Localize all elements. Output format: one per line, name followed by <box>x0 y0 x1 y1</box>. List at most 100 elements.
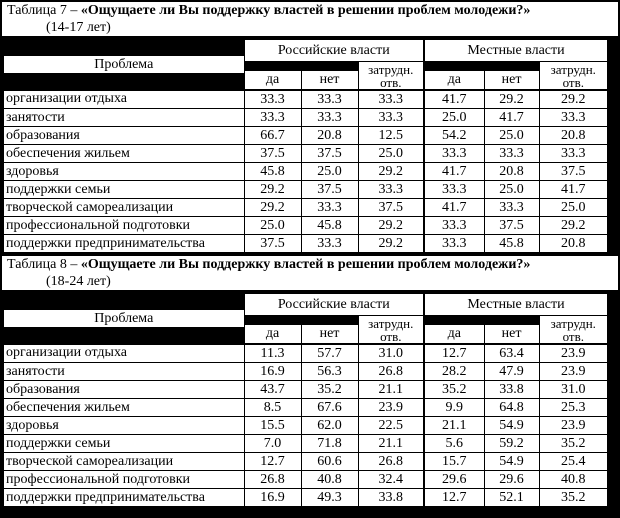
table8-title-main: «Ощущаете ли Вы поддержку властей в реше… <box>80 257 531 272</box>
table7-title: Таблица 7 – «Ощущаете ли Вы поддержку вл… <box>2 2 618 19</box>
table-row: образования 43.7 35.2 21.1 35.2 33.8 31.0 <box>2 380 609 399</box>
table-row: занятости 16.9 56.3 26.8 28.2 47.9 23.9 <box>2 362 609 381</box>
table7: Проблема Российские власти Местные власт… <box>2 38 610 254</box>
value-cell: 33.3 <box>357 180 425 199</box>
value-cell: 37.5 <box>243 144 302 163</box>
value-cell: 33.3 <box>423 144 485 163</box>
value-cell: 41.7 <box>423 162 485 181</box>
value-cell: 23.9 <box>538 343 609 363</box>
value-cell: 29.2 <box>538 216 609 235</box>
value-cell: 63.4 <box>483 343 540 363</box>
col-header-yes: да <box>423 61 485 91</box>
value-cell: 33.3 <box>300 89 359 109</box>
value-cell: 49.3 <box>300 488 359 508</box>
value-cell: 23.9 <box>357 398 425 417</box>
value-cell: 12.7 <box>423 488 485 508</box>
table-row: поддержки предпринимательства 37.5 33.3 29.… <box>2 234 609 254</box>
problem-label: профессиональной подготовки <box>2 216 245 235</box>
value-cell: 29.2 <box>483 89 540 109</box>
value-cell: 33.3 <box>538 108 609 127</box>
problem-label: образования <box>2 380 245 399</box>
value-cell: 20.8 <box>483 162 540 181</box>
value-cell: 47.9 <box>483 362 540 381</box>
value-cell: 12.7 <box>423 343 485 363</box>
value-cell: 54.2 <box>423 126 485 145</box>
problem-label: обеспечения жильем <box>2 144 245 163</box>
value-cell: 21.1 <box>357 380 425 399</box>
table8-body: организации отдыха 11.3 57.7 31.0 12.7 63.4 23… <box>2 343 609 508</box>
value-cell: 29.6 <box>423 470 485 489</box>
problem-label: поддержки семьи <box>2 180 245 199</box>
table8-subheader-row: да нет затрудн. отв. да нет затрудн. отв. <box>3 315 609 345</box>
col-header-undecided: затрудн. отв. <box>357 315 425 345</box>
value-cell: 26.8 <box>357 362 425 381</box>
col-header-no: нет <box>483 61 540 91</box>
value-cell: 33.3 <box>423 180 485 199</box>
value-cell: 41.7 <box>538 180 609 199</box>
value-cell: 33.3 <box>243 108 302 127</box>
col-header-no: нет <box>300 315 359 345</box>
value-cell: 37.5 <box>357 198 425 217</box>
table8-title: Таблица 8 – «Ощущаете ли Вы поддержку вл… <box>2 256 618 273</box>
value-cell: 31.0 <box>357 343 425 363</box>
table-row: поддержки семьи 7.0 71.8 21.1 5.6 59.2 35.2 <box>2 434 609 453</box>
value-cell: 29.2 <box>357 234 425 254</box>
table8-subtitle: (18-24 лет) <box>2 273 618 290</box>
value-cell: 29.2 <box>243 180 302 199</box>
value-cell: 21.1 <box>423 416 485 435</box>
value-cell: 41.7 <box>483 108 540 127</box>
value-cell: 33.3 <box>423 234 485 254</box>
value-cell: 5.6 <box>423 434 485 453</box>
table-row: обеспечения жильем 8.5 67.6 23.9 9.9 64.8 25.3 <box>2 398 609 417</box>
value-cell: 45.8 <box>483 234 540 254</box>
value-cell: 8.5 <box>243 398 302 417</box>
problem-label: занятости <box>2 362 245 381</box>
value-cell: 33.3 <box>300 108 359 127</box>
problem-header-label: Проблема <box>4 310 243 328</box>
value-cell: 37.5 <box>243 234 302 254</box>
value-cell: 11.3 <box>243 343 302 363</box>
value-cell: 33.3 <box>357 89 425 109</box>
problem-label: творческой самореализации <box>2 452 245 471</box>
table-row: здоровья 15.5 62.0 22.5 21.1 54.9 23.9 <box>2 416 609 435</box>
group-header-local: Местные власти <box>423 292 609 316</box>
value-cell: 41.7 <box>423 89 485 109</box>
value-cell: 26.8 <box>243 470 302 489</box>
value-cell: 25.0 <box>423 108 485 127</box>
value-cell: 15.7 <box>423 452 485 471</box>
value-cell: 33.3 <box>357 108 425 127</box>
value-cell: 25.0 <box>243 216 302 235</box>
value-cell: 16.9 <box>243 488 302 508</box>
value-cell: 33.3 <box>483 144 540 163</box>
table7-body: организации отдыха 33.3 33.3 33.3 41.7 29.2 29… <box>2 89 609 254</box>
value-cell: 33.3 <box>243 89 302 109</box>
value-cell: 29.2 <box>538 89 609 109</box>
value-cell: 29.6 <box>483 470 540 489</box>
value-cell: 45.8 <box>243 162 302 181</box>
table-row: здоровья 45.8 25.0 29.2 41.7 20.8 37.5 <box>2 162 609 181</box>
value-cell: 15.5 <box>243 416 302 435</box>
value-cell: 21.1 <box>357 434 425 453</box>
table-row: занятости 33.3 33.3 33.3 25.0 41.7 33.3 <box>2 108 609 127</box>
value-cell: 37.5 <box>483 216 540 235</box>
table-row: поддержки предпринимательства 16.9 49.3 33.… <box>2 488 609 508</box>
value-cell: 29.2 <box>243 198 302 217</box>
value-cell: 54.9 <box>483 416 540 435</box>
problem-label: поддержки семьи <box>2 434 245 453</box>
value-cell: 25.0 <box>538 198 609 217</box>
value-cell: 12.7 <box>243 452 302 471</box>
table-row: творческой самореализации 12.7 60.6 26.8 15.… <box>2 452 609 471</box>
value-cell: 29.2 <box>357 162 425 181</box>
table-row: поддержки семьи 29.2 37.5 33.3 33.3 25.0 41.7 <box>2 180 609 199</box>
value-cell: 62.0 <box>300 416 359 435</box>
value-cell: 25.0 <box>357 144 425 163</box>
value-cell: 35.2 <box>300 380 359 399</box>
value-cell: 23.9 <box>538 362 609 381</box>
value-cell: 71.8 <box>300 434 359 453</box>
value-cell: 16.9 <box>243 362 302 381</box>
table8: Проблема Российские власти Местные власт… <box>2 292 610 508</box>
value-cell: 52.1 <box>483 488 540 508</box>
value-cell: 66.7 <box>243 126 302 145</box>
value-cell: 22.5 <box>357 416 425 435</box>
